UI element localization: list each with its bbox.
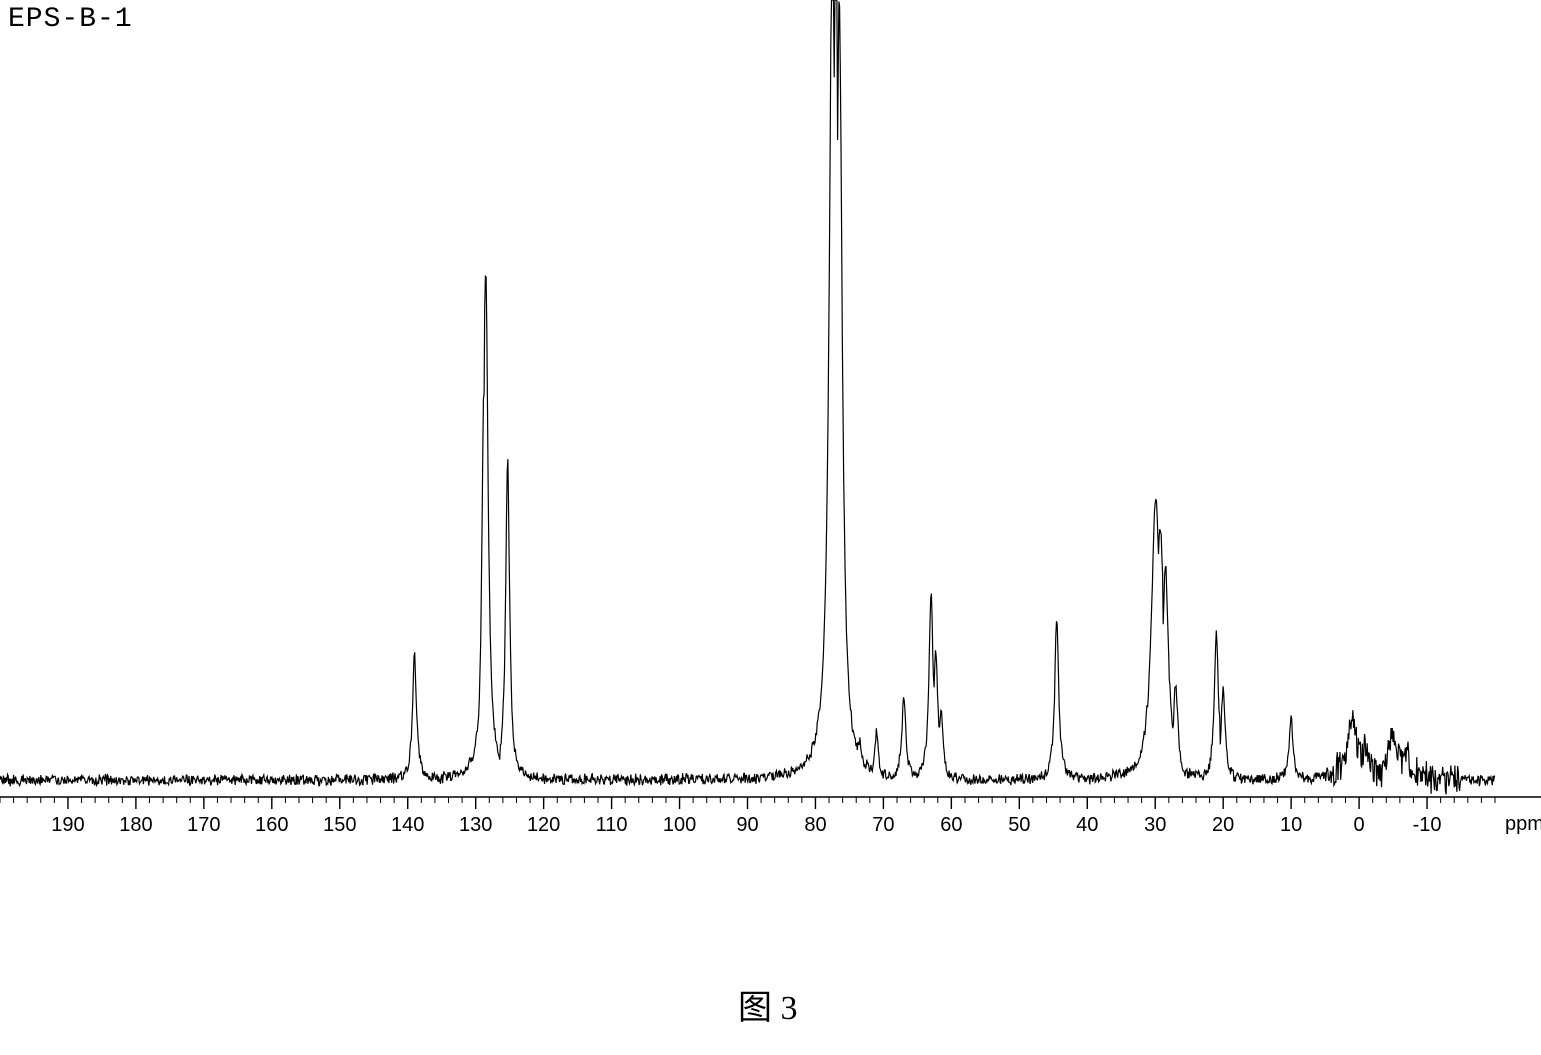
x-tick-label: 140 [391, 814, 424, 836]
x-tick-label: 150 [323, 814, 356, 836]
spectrum-svg: 1901801701601501401301201101009080706050… [0, 0, 1541, 870]
figure-caption: 图 3 [738, 980, 798, 1029]
x-tick-label: 20 [1212, 814, 1234, 836]
x-axis-major-ticks: 1901801701601501401301201101009080706050… [51, 797, 1441, 836]
x-tick-label: 100 [663, 814, 696, 836]
x-tick-label: 190 [51, 814, 84, 836]
x-tick-label: 10 [1280, 814, 1302, 836]
x-tick-label: 120 [527, 814, 560, 836]
x-tick-label: 180 [119, 814, 152, 836]
x-tick-label: 0 [1354, 814, 1365, 836]
x-tick-label: -10 [1413, 814, 1442, 836]
x-tick-label: 70 [872, 814, 894, 836]
x-tick-label: 40 [1076, 814, 1098, 836]
x-tick-label: 130 [459, 814, 492, 836]
x-tick-label: 30 [1144, 814, 1166, 836]
x-tick-label: 90 [736, 814, 758, 836]
x-axis-unit-label: ppm [1505, 813, 1541, 835]
x-tick-label: 170 [187, 814, 220, 836]
x-tick-label: 110 [596, 814, 628, 836]
x-tick-label: 80 [804, 814, 826, 836]
x-tick-label: 60 [940, 814, 962, 836]
figure-container: EPS-B-1 19018017016015014013012011010090… [0, 0, 1541, 1055]
spectrum-trace [0, 0, 1495, 794]
nmr-spectrum: 1901801701601501401301201101009080706050… [0, 0, 1541, 870]
x-tick-label: 50 [1008, 814, 1030, 836]
x-tick-label: 160 [255, 814, 288, 836]
